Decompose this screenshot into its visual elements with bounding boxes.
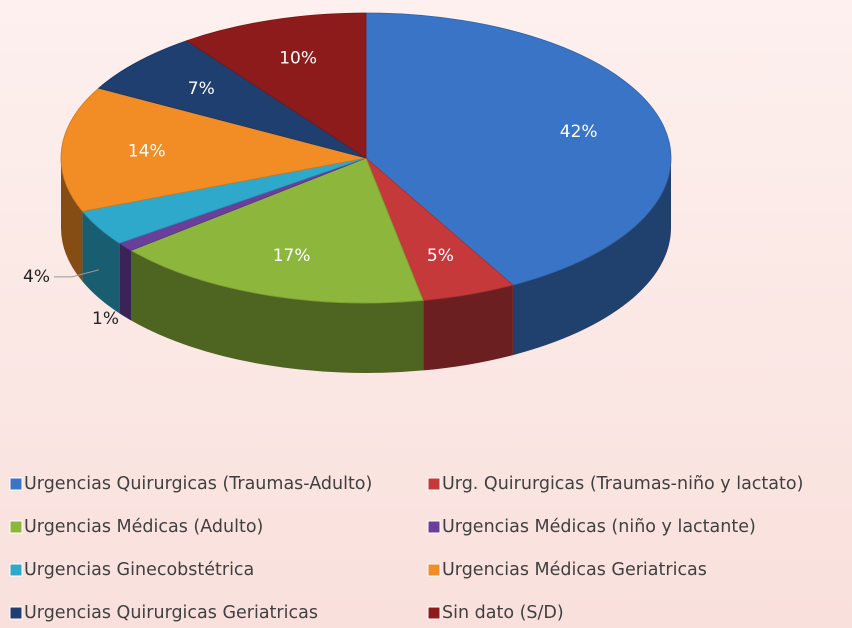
legend-label: Urgencias Quirurgicas Geriatricas	[24, 603, 318, 623]
legend-swatch	[427, 477, 441, 491]
slice	[97, 40, 367, 159]
legend-label: Urgencias Médicas (Adulto)	[24, 517, 263, 537]
legend-label: Urgencias Quirurgicas (Traumas-Adulto)	[24, 474, 372, 494]
slice-side	[512, 158, 671, 356]
leader-line	[53, 269, 99, 278]
legend-swatch	[9, 477, 23, 491]
legend-swatch	[427, 563, 441, 577]
legend-swatch	[9, 606, 23, 620]
slice	[60, 87, 367, 212]
slice-side	[82, 211, 120, 314]
data-label: 5%	[427, 246, 454, 266]
data-label: 17%	[273, 246, 311, 266]
legend-swatch	[9, 563, 23, 577]
slice-side	[423, 285, 513, 371]
data-label: 42%	[560, 122, 598, 142]
slice-side	[119, 243, 131, 321]
data-label: 10%	[279, 49, 317, 69]
legend-swatch	[427, 606, 441, 620]
legend-label: Urg. Quirurgicas (Traumas-niño y lactato…	[442, 474, 803, 494]
data-label: 4%	[23, 267, 50, 287]
legend-label: Urgencias Médicas (niño y lactante)	[442, 517, 756, 537]
data-label: 1%	[92, 309, 119, 329]
slice	[185, 12, 367, 159]
slice-side	[61, 158, 83, 282]
data-label: 14%	[128, 141, 166, 161]
legend-swatch	[427, 520, 441, 534]
legend-label: Urgencias Médicas Geriatricas	[442, 560, 707, 580]
slice	[130, 157, 424, 304]
slice	[365, 12, 672, 286]
legend-label: Urgencias Ginecobstétrica	[24, 560, 254, 580]
legend-label: Sin dato (S/D)	[442, 603, 564, 623]
legend-swatch	[9, 520, 23, 534]
data-label: 7%	[188, 79, 215, 99]
